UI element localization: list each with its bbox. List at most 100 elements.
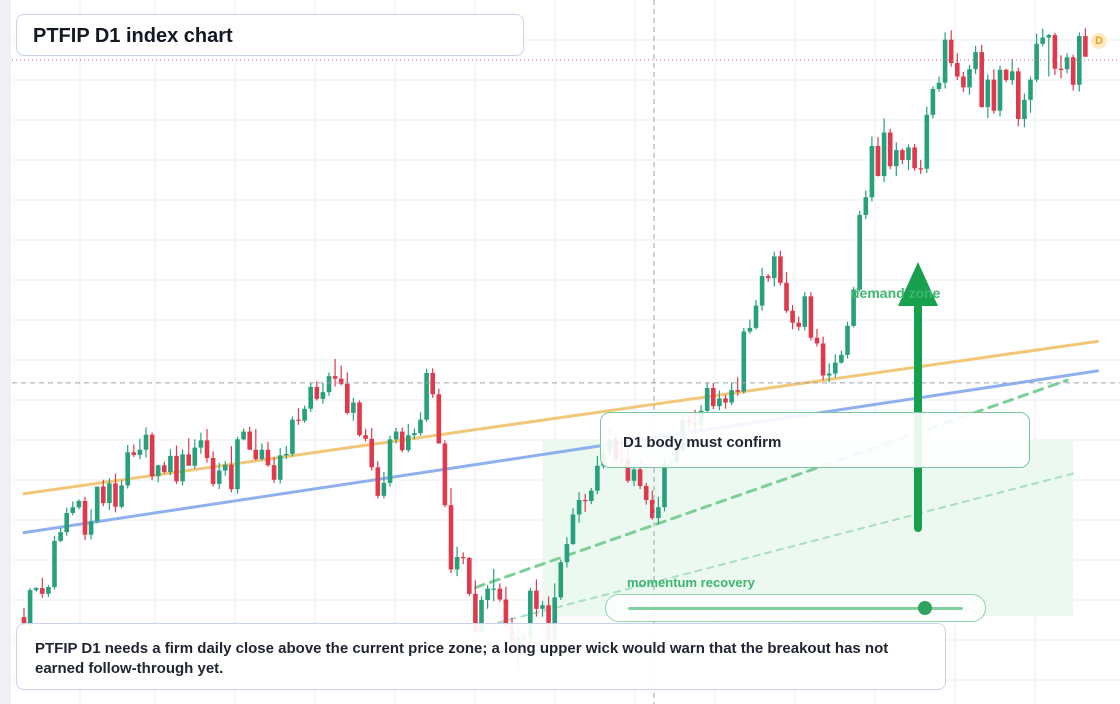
- candle-body: [88, 521, 94, 535]
- candle-body: [241, 431, 246, 440]
- candle-body: [168, 455, 173, 472]
- candle-body: [253, 449, 259, 460]
- candle-body: [656, 507, 661, 519]
- candle-body: [796, 322, 801, 327]
- candle-body: [723, 398, 728, 403]
- candle-body: [717, 398, 722, 407]
- candle-body: [857, 214, 862, 290]
- candle-body: [284, 453, 289, 456]
- candle-body: [479, 600, 484, 632]
- candle-body: [363, 435, 368, 439]
- note-text: PTFIP D1 needs a firm daily close above …: [35, 640, 889, 677]
- candle-body: [778, 256, 783, 283]
- candle-body: [357, 402, 362, 436]
- candle-body: [997, 69, 1003, 111]
- candle-body: [247, 431, 252, 450]
- breakout-arrow-head: [898, 262, 938, 306]
- candle-body: [1083, 36, 1088, 57]
- momentum-knob[interactable]: [917, 601, 932, 615]
- candle-body: [485, 588, 490, 601]
- candle-body: [454, 556, 460, 570]
- candle-body: [991, 79, 997, 111]
- candle-body: [491, 588, 496, 590]
- candle-body: [143, 434, 149, 450]
- candle-body: [399, 431, 405, 451]
- candle-body: [631, 469, 637, 481]
- candle-body: [552, 597, 557, 639]
- candle-body: [320, 392, 326, 399]
- candle-body: [1028, 79, 1033, 100]
- candle-body: [924, 114, 930, 169]
- candle-body: [1009, 71, 1015, 81]
- candle-body: [314, 386, 320, 399]
- candle-body: [528, 590, 533, 638]
- candle-body: [772, 256, 777, 279]
- candle-body: [930, 88, 936, 115]
- candle-body: [497, 588, 503, 600]
- candle-body: [290, 419, 295, 454]
- candle-body: [33, 588, 39, 591]
- candle-body: [113, 483, 118, 507]
- candle-body: [790, 310, 795, 323]
- candle-body: [137, 449, 143, 455]
- candle-body: [326, 376, 332, 393]
- candle-body: [741, 331, 747, 392]
- momentum-track: [628, 607, 963, 610]
- candle-body: [210, 457, 216, 484]
- candle-body: [21, 617, 27, 626]
- candle-body: [82, 501, 88, 535]
- candle-body: [58, 532, 63, 541]
- candle-body: [887, 132, 893, 167]
- candle-body: [406, 435, 411, 451]
- momentum-slider[interactable]: [605, 594, 986, 622]
- candle-body: [820, 343, 826, 376]
- candle-body: [503, 599, 509, 626]
- candle-body: [900, 150, 905, 160]
- candle-body: [467, 558, 472, 594]
- candle-body: [845, 325, 850, 355]
- demand-zone-label: demand zone: [851, 285, 941, 301]
- candle-body: [76, 501, 82, 508]
- candle-body: [564, 544, 570, 563]
- candle-body: [808, 296, 814, 338]
- candle-body: [1046, 35, 1052, 38]
- candle-body: [296, 419, 301, 421]
- candle-body: [430, 372, 435, 395]
- candle-body: [387, 439, 393, 483]
- candle-body: [643, 485, 649, 500]
- candle-body: [192, 447, 198, 466]
- candle-body: [204, 440, 210, 458]
- candle-body: [418, 419, 423, 434]
- candle-body: [918, 168, 923, 170]
- candle-body: [1034, 43, 1039, 80]
- timeframe-badge[interactable]: D: [1091, 33, 1107, 49]
- demand-zone-layer: [542, 439, 1074, 617]
- candle-body: [912, 147, 917, 169]
- candle-body: [936, 82, 942, 89]
- candle-body: [985, 79, 991, 108]
- candle-body: [64, 512, 69, 533]
- candle-body: [351, 402, 356, 413]
- candle-body: [198, 440, 204, 448]
- candle-body: [1016, 71, 1021, 120]
- candle-body: [436, 394, 442, 444]
- candle-body: [875, 145, 881, 177]
- candle-body: [839, 354, 844, 363]
- candle-body: [369, 438, 374, 468]
- candle-body: [711, 388, 716, 407]
- candle-body: [107, 483, 112, 504]
- candle-body: [753, 305, 759, 328]
- candle-body: [814, 337, 820, 344]
- candle-body: [412, 433, 417, 436]
- candle-body: [961, 76, 966, 88]
- candle-body: [729, 390, 734, 403]
- candle-body: [826, 373, 832, 376]
- candle-body: [576, 499, 582, 515]
- candle-body: [955, 63, 960, 77]
- candle-body: [833, 362, 838, 374]
- candle-body: [119, 485, 124, 507]
- candlestick-layer: [12, 0, 1120, 704]
- candle-body: [570, 514, 576, 545]
- candle-body: [650, 499, 655, 519]
